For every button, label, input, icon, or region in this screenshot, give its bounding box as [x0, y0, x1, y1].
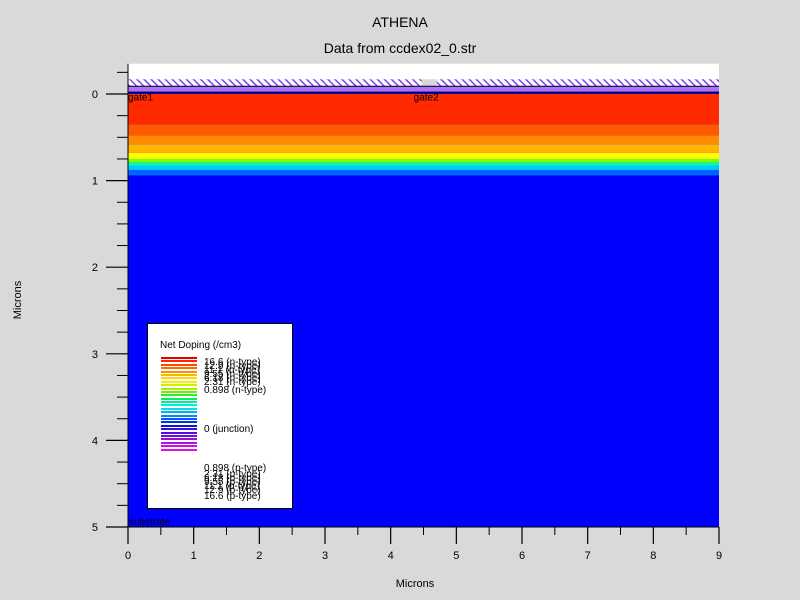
- legend-swatch: [161, 424, 197, 427]
- y-tick-label: 0: [92, 89, 98, 101]
- legend-swatch: [161, 411, 197, 414]
- y-axis-label: Microns: [12, 280, 24, 320]
- x-tick-label: 2: [256, 550, 262, 562]
- legend-swatch: [161, 434, 197, 437]
- legend-label: 9.55 (p-type): [204, 477, 261, 488]
- legend-label: 12.9 (p-type): [204, 485, 261, 496]
- legend-label: 6.18 (p-type): [204, 473, 261, 484]
- legend-swatch: [161, 377, 197, 380]
- legend-swatch: [161, 448, 197, 451]
- doping-layer: [128, 144, 719, 153]
- y-tick-label: 4: [92, 435, 98, 447]
- x-tick-label: 7: [585, 550, 591, 562]
- doping-layer: [128, 162, 719, 166]
- legend-label: 9.55 (n-type): [204, 369, 261, 380]
- legend-label: 0.898 (p-type): [204, 463, 267, 474]
- legend-swatch: [161, 390, 197, 393]
- doping-layer: [128, 152, 719, 159]
- legend-swatch: [161, 431, 197, 434]
- legend-label: 11.1 (n-type): [204, 365, 260, 376]
- oxide-layer: [128, 86, 719, 93]
- doping-layer: [128, 158, 719, 163]
- doping-layer: [128, 124, 719, 136]
- x-tick-label: 8: [650, 550, 656, 562]
- legend-swatch: [161, 414, 197, 417]
- legend-swatch: [161, 418, 197, 421]
- legend-swatch: [161, 421, 197, 424]
- legend-label: 0.898 (n-type): [204, 385, 267, 396]
- legend-label: 2.31 (p-type): [204, 469, 261, 480]
- y-tick-label: 1: [92, 176, 98, 188]
- doping-layer: [128, 94, 719, 125]
- legend-swatch: [161, 360, 197, 363]
- x-tick-label: 6: [519, 550, 525, 562]
- legend-swatch: [161, 380, 197, 383]
- legend-swatch: [161, 384, 197, 387]
- y-tick-label: 5: [92, 522, 98, 534]
- legend-swatch: [161, 407, 197, 410]
- ambient-region: [128, 63, 719, 80]
- legend-swatch: [161, 373, 197, 376]
- legend-swatch: [161, 370, 197, 373]
- legend-swatch: [161, 441, 197, 444]
- x-tick-label: 9: [716, 550, 722, 562]
- legend-swatch: [161, 401, 197, 404]
- legend-swatch: [161, 438, 197, 441]
- legend-swatch: [161, 367, 197, 370]
- legend-label: 11.1 (p-type): [204, 481, 260, 492]
- doping-layer: [128, 135, 719, 145]
- x-tick-label: 0: [125, 550, 131, 562]
- legend-title: Net Doping (/cm3): [160, 340, 242, 351]
- x-axis-label: Microns: [395, 578, 435, 590]
- y-tick-label: 2: [92, 262, 98, 274]
- legend-label: 0 (junction): [204, 424, 254, 435]
- chart-title: ATHENA: [372, 14, 428, 30]
- legend-label: 16.6 (p-type): [204, 491, 261, 502]
- legend-swatch: [161, 428, 197, 431]
- legend-label: 6.18 (n-type): [204, 373, 261, 384]
- legend-swatch: [161, 397, 197, 400]
- electrode-label: gate2: [414, 93, 439, 104]
- doping-layer: [128, 165, 719, 171]
- x-tick-label: 5: [453, 550, 459, 562]
- legend-label: 2.31 (n-type): [204, 377, 261, 388]
- legend-swatch: [161, 445, 197, 448]
- legend-swatch: [161, 387, 197, 390]
- legend-swatch: [161, 394, 197, 397]
- oxide-layer: [436, 79, 719, 87]
- legend-swatch: [161, 357, 197, 359]
- y-tick-label: 3: [92, 349, 98, 361]
- substrate-label: substrate: [129, 517, 171, 528]
- legend-label: 16.6 (n-type): [204, 357, 261, 368]
- x-tick-label: 4: [388, 550, 394, 562]
- legend-swatch: [161, 363, 197, 366]
- electrode-label: gate1: [128, 93, 153, 104]
- legend-swatch: [161, 404, 197, 407]
- x-tick-label: 3: [322, 550, 328, 562]
- doping-layer: [128, 170, 719, 176]
- x-tick-label: 1: [191, 550, 197, 562]
- oxide-layer: [128, 79, 422, 87]
- legend-label: 12.9 (n-type): [204, 361, 261, 372]
- legend: Net Doping (/cm3) 16.6 (n-type) 12.9 (n-…: [147, 323, 293, 509]
- legend-swatches: [161, 357, 197, 452]
- chart-subtitle: Data from ccdex02_0.str: [323, 40, 477, 56]
